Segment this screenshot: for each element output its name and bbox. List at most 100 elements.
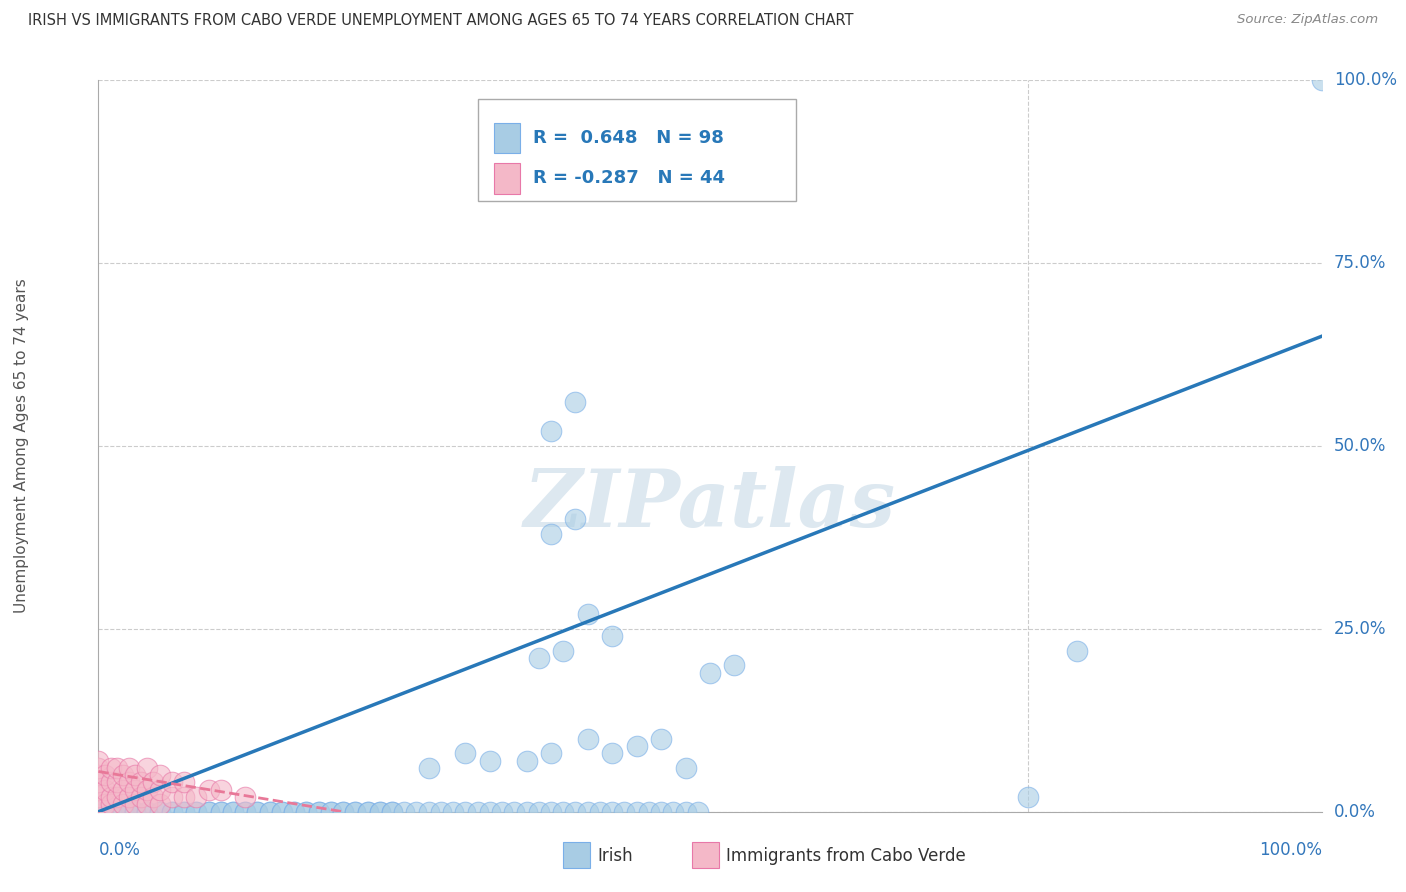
Point — [600, 629, 623, 643]
Point — [478, 805, 501, 819]
Point — [233, 805, 256, 819]
Point — [100, 761, 122, 775]
Point — [160, 775, 183, 789]
Point — [246, 805, 269, 819]
Point — [1017, 790, 1039, 805]
Point — [637, 805, 661, 819]
Point — [160, 805, 183, 819]
Point — [356, 805, 378, 819]
Point — [186, 805, 208, 819]
Point — [392, 805, 416, 819]
Point — [626, 739, 648, 753]
Text: 0.0%: 0.0% — [1334, 803, 1375, 821]
Point — [105, 775, 128, 789]
Point — [209, 782, 232, 797]
FancyBboxPatch shape — [692, 842, 718, 868]
Point — [650, 731, 672, 746]
Point — [222, 805, 245, 819]
Point — [136, 805, 159, 819]
Text: Unemployment Among Ages 65 to 74 years: Unemployment Among Ages 65 to 74 years — [14, 278, 28, 614]
Point — [87, 754, 110, 768]
Point — [553, 644, 575, 658]
Point — [118, 775, 141, 789]
Point — [540, 805, 562, 819]
Point — [564, 395, 586, 409]
Point — [105, 805, 128, 819]
Point — [197, 805, 219, 819]
Point — [626, 805, 648, 819]
Point — [467, 805, 489, 819]
Point — [259, 805, 281, 819]
Text: 100.0%: 100.0% — [1334, 71, 1398, 89]
Point — [118, 805, 141, 819]
Point — [699, 665, 721, 680]
Text: 75.0%: 75.0% — [1334, 254, 1386, 272]
Point — [576, 731, 599, 746]
Point — [368, 805, 391, 819]
Point — [344, 805, 367, 819]
Point — [441, 805, 464, 819]
Text: ZIPatlas: ZIPatlas — [524, 466, 896, 543]
Point — [129, 790, 152, 805]
Point — [270, 805, 294, 819]
Point — [197, 805, 219, 819]
Point — [515, 754, 537, 768]
Point — [129, 775, 152, 789]
Point — [405, 805, 427, 819]
Text: 25.0%: 25.0% — [1334, 620, 1386, 638]
Point — [283, 805, 305, 819]
Point — [197, 782, 219, 797]
Point — [124, 805, 146, 819]
FancyBboxPatch shape — [478, 99, 796, 201]
Point — [93, 768, 115, 782]
Point — [124, 768, 146, 782]
Point — [430, 805, 453, 819]
Point — [283, 805, 305, 819]
Text: R = -0.287   N = 44: R = -0.287 N = 44 — [533, 169, 724, 187]
Point — [136, 797, 159, 812]
Point — [527, 805, 550, 819]
Point — [136, 805, 159, 819]
Point — [149, 768, 172, 782]
Point — [686, 805, 709, 819]
Point — [209, 805, 232, 819]
Point — [576, 805, 599, 819]
Point — [100, 805, 122, 819]
Point — [332, 805, 354, 819]
Point — [118, 790, 141, 805]
Point — [100, 775, 122, 789]
Text: R =  0.648   N = 98: R = 0.648 N = 98 — [533, 128, 724, 147]
Point — [160, 805, 183, 819]
Point — [149, 805, 172, 819]
Point — [675, 761, 697, 775]
Point — [308, 805, 330, 819]
Point — [173, 805, 195, 819]
Point — [332, 805, 354, 819]
Point — [540, 526, 562, 541]
Point — [87, 782, 110, 797]
Point — [100, 790, 122, 805]
Point — [87, 797, 110, 812]
Point — [613, 805, 636, 819]
FancyBboxPatch shape — [494, 122, 520, 153]
Point — [491, 805, 513, 819]
Point — [589, 805, 612, 819]
Point — [540, 746, 562, 760]
Point — [527, 651, 550, 665]
Point — [186, 805, 208, 819]
Point — [124, 782, 146, 797]
Point — [564, 512, 586, 526]
Point — [319, 805, 342, 819]
Point — [553, 805, 575, 819]
Point — [87, 761, 110, 775]
Point — [111, 782, 134, 797]
Point — [100, 797, 122, 812]
Point — [723, 658, 745, 673]
Point — [105, 790, 128, 805]
Point — [418, 761, 440, 775]
Point — [344, 805, 367, 819]
Point — [186, 790, 208, 805]
Point — [87, 805, 110, 819]
Point — [209, 805, 232, 819]
Point — [308, 805, 330, 819]
